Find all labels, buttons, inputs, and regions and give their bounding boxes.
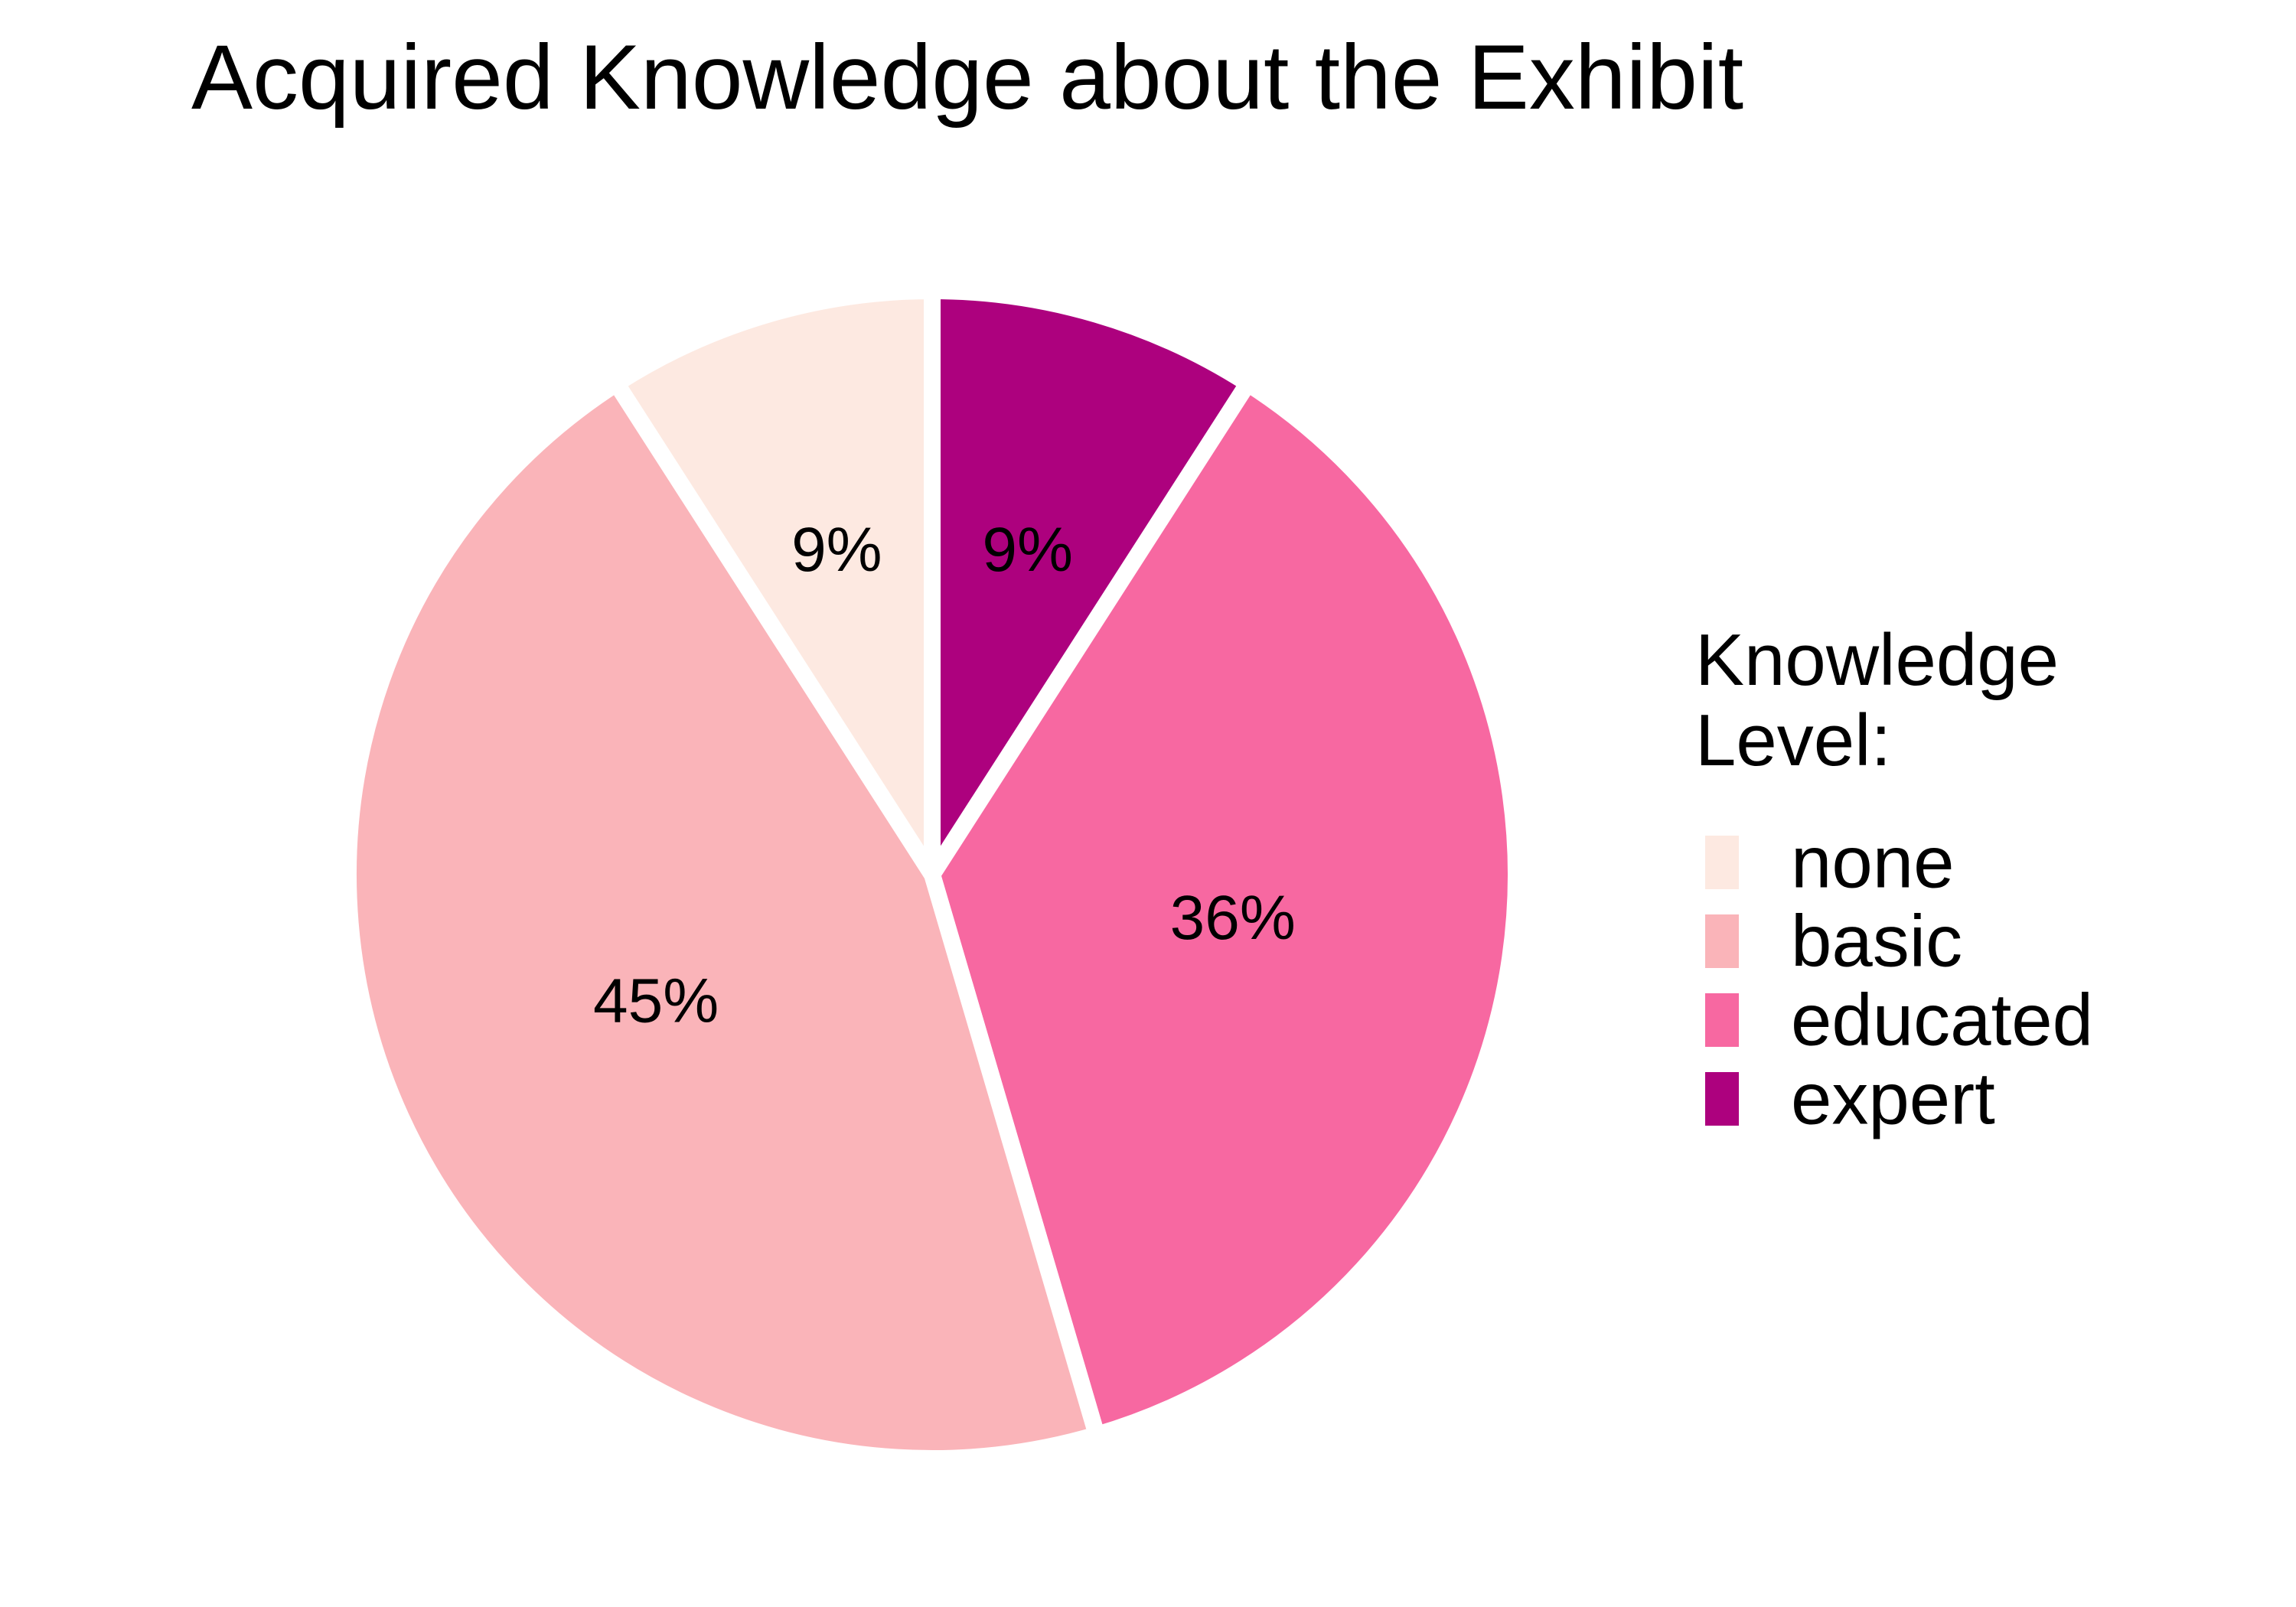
chart-title: Acquired Knowledge about the Exhibit bbox=[191, 26, 1743, 129]
legend-swatch-basic bbox=[1705, 914, 1739, 968]
legend-label-educated: educated bbox=[1791, 980, 2093, 1061]
pie-slices bbox=[340, 282, 1525, 1467]
slice-label-educated: 36% bbox=[1170, 883, 1296, 953]
legend-swatch-none bbox=[1705, 836, 1739, 889]
legend-label-none: none bbox=[1791, 822, 1955, 904]
legend-swatch-expert bbox=[1705, 1072, 1739, 1126]
pie-slice-none bbox=[605, 282, 941, 904]
legend-label-basic: basic bbox=[1791, 901, 1962, 983]
pie-slice-expert bbox=[924, 282, 1260, 904]
legend-label-expert: expert bbox=[1791, 1058, 1995, 1140]
pie-slice-basic bbox=[340, 371, 1107, 1467]
legend-swatch-educated bbox=[1705, 993, 1739, 1047]
pie-slice-labels: 9% 36% 45% 9% bbox=[593, 515, 1296, 1035]
legend-title-line-2: Level: bbox=[1695, 699, 1891, 781]
legend-title-line-1: Knowledge bbox=[1695, 619, 2059, 701]
slice-label-basic: 45% bbox=[593, 966, 719, 1035]
pie-slice-educated bbox=[923, 371, 1525, 1446]
slice-label-none: 9% bbox=[791, 515, 882, 585]
slice-label-expert: 9% bbox=[982, 515, 1073, 585]
